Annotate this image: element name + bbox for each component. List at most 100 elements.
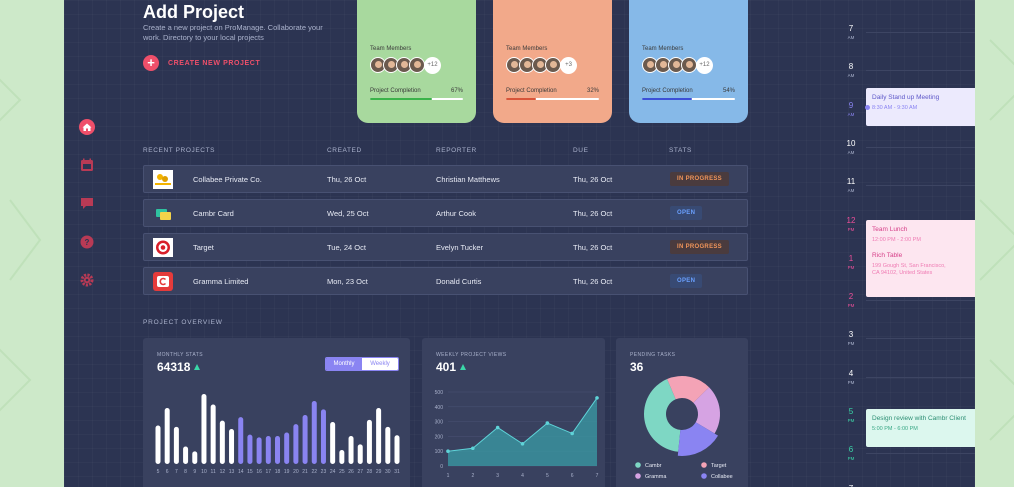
bar[interactable] bbox=[219, 420, 225, 464]
table-row[interactable]: Cambr Card Wed, 25 Oct Arthur Cook Thu, 26 … bbox=[143, 199, 748, 227]
x-tick-label: 8 bbox=[184, 469, 187, 475]
hour-meridiem: PM bbox=[847, 226, 855, 232]
create-project-button[interactable]: + CREATE NEW PROJECT bbox=[143, 55, 260, 71]
x-tick-label: 6 bbox=[166, 469, 169, 475]
bar[interactable] bbox=[348, 436, 354, 464]
gramma-logo bbox=[153, 272, 173, 291]
event-venue: Rich Table bbox=[872, 251, 903, 259]
status-badge: IN PROGRESS bbox=[670, 172, 729, 186]
page-subtitle: Create a new project on ProManage. Colla… bbox=[143, 23, 323, 42]
toggle-weekly[interactable]: Weekly bbox=[362, 358, 398, 370]
more-members-badge[interactable]: +12 bbox=[424, 56, 441, 74]
sidebar-item-calendar[interactable] bbox=[76, 154, 98, 176]
x-tick-label: 24 bbox=[330, 469, 336, 475]
avatar[interactable] bbox=[655, 57, 671, 73]
more-members-badge[interactable]: +3 bbox=[560, 56, 577, 74]
pie-slice[interactable] bbox=[667, 376, 710, 403]
x-tick-label: 4 bbox=[521, 473, 524, 479]
table-row[interactable]: Target Tue, 24 Oct Evelyn Tucker Thu, 26 Oc… bbox=[143, 233, 748, 261]
y-tick-label: 400 bbox=[435, 405, 444, 411]
bar[interactable] bbox=[201, 394, 207, 464]
more-members-badge[interactable]: +12 bbox=[696, 56, 713, 74]
data-point[interactable] bbox=[446, 449, 450, 453]
table-row[interactable]: Collabee Private Co. Thu, 26 Oct Christian… bbox=[143, 165, 748, 193]
bar[interactable] bbox=[394, 435, 400, 464]
created-date: Tue, 24 Oct bbox=[327, 243, 366, 252]
sidebar-item-home[interactable] bbox=[76, 116, 98, 138]
col-header-reporter: REPORTER bbox=[436, 147, 477, 154]
pie-slice[interactable] bbox=[677, 422, 719, 456]
pending-tasks-chart: Cambr Target Gramma Collabee bbox=[635, 376, 733, 480]
calendar-event[interactable]: Team Lunch 12:00 PM - 2:00 PM Rich Table 19… bbox=[866, 220, 975, 297]
project-card[interactable]: Team Members +12 Project Completion 54% bbox=[629, 0, 748, 123]
bar[interactable] bbox=[385, 426, 391, 464]
hour-meridiem: AM bbox=[847, 149, 855, 155]
bar[interactable] bbox=[183, 446, 189, 465]
bar[interactable] bbox=[256, 437, 262, 464]
x-tick-label: 23 bbox=[321, 469, 327, 475]
calendar-event[interactable]: Design review with Cambr Client 5:00 PM -… bbox=[866, 409, 975, 447]
data-point[interactable] bbox=[495, 425, 500, 430]
created-date: Thu, 26 Oct bbox=[327, 175, 367, 184]
data-point[interactable] bbox=[471, 446, 475, 451]
sidebar-item-settings[interactable] bbox=[76, 269, 98, 291]
project-name[interactable]: Cambr Card bbox=[193, 209, 234, 218]
bar[interactable] bbox=[210, 404, 216, 465]
trend-up-icon bbox=[194, 364, 201, 370]
create-project-label: CREATE NEW PROJECT bbox=[168, 59, 261, 67]
team-members-label: Team Members bbox=[642, 46, 684, 52]
x-tick-label: 5 bbox=[546, 473, 549, 479]
event-address: 199 Gough St, San Francisco, CA 94102, U… bbox=[872, 262, 946, 277]
bar[interactable] bbox=[339, 450, 345, 464]
toggle-monthly[interactable]: Monthly bbox=[326, 358, 362, 370]
avatar[interactable] bbox=[370, 57, 386, 73]
bar[interactable] bbox=[357, 444, 363, 464]
bar[interactable] bbox=[247, 434, 253, 464]
avatar[interactable] bbox=[545, 57, 561, 73]
bar[interactable] bbox=[284, 432, 290, 465]
bar[interactable] bbox=[376, 408, 382, 464]
project-card[interactable]: Team Members +3 Project Completion 32% bbox=[493, 0, 612, 123]
pie-slice[interactable] bbox=[693, 387, 720, 434]
bar[interactable] bbox=[302, 415, 308, 464]
project-card[interactable]: Team Members +12 Project Completion 67% bbox=[357, 0, 476, 123]
data-point[interactable] bbox=[520, 442, 525, 446]
hour-meridiem: AM bbox=[847, 73, 855, 79]
project-name[interactable]: Collabee Private Co. bbox=[193, 175, 262, 184]
collabee-logo bbox=[153, 170, 173, 189]
data-point[interactable] bbox=[570, 431, 574, 436]
data-point[interactable] bbox=[545, 421, 550, 425]
team-avatars: +12 bbox=[642, 56, 713, 74]
bar[interactable] bbox=[366, 419, 372, 464]
bar[interactable] bbox=[275, 436, 280, 464]
project-name[interactable]: Target bbox=[193, 243, 214, 252]
bar[interactable] bbox=[330, 422, 336, 464]
bar[interactable] bbox=[265, 436, 271, 464]
avatar[interactable] bbox=[681, 57, 697, 73]
x-tick-label: 22 bbox=[311, 469, 317, 475]
pie-slice[interactable] bbox=[644, 379, 681, 452]
bar[interactable] bbox=[164, 408, 170, 464]
bar[interactable] bbox=[320, 409, 326, 464]
period-toggle[interactable]: Monthly Weekly bbox=[325, 357, 399, 371]
calendar-event[interactable]: Daily Stand up Meeting 8:30 AM - 9:30 AM bbox=[866, 88, 975, 126]
hour-meridiem: PM bbox=[847, 341, 855, 347]
bar[interactable] bbox=[155, 425, 161, 465]
bar[interactable] bbox=[311, 401, 317, 464]
avatar[interactable] bbox=[409, 57, 425, 73]
legend-swatch bbox=[635, 462, 641, 468]
bar[interactable] bbox=[173, 426, 179, 464]
data-point[interactable] bbox=[595, 396, 599, 400]
sidebar-item-messages[interactable] bbox=[76, 192, 98, 214]
bar[interactable] bbox=[229, 429, 235, 464]
project-completion-value: 32% bbox=[586, 88, 599, 94]
x-tick-label: 26 bbox=[348, 469, 354, 475]
bar[interactable] bbox=[238, 417, 244, 464]
sidebar-item-help[interactable]: ? bbox=[76, 231, 98, 253]
bar[interactable] bbox=[192, 451, 198, 464]
bar[interactable] bbox=[293, 424, 299, 464]
pending-tasks-label: PENDING TASKS bbox=[630, 352, 676, 358]
table-row[interactable]: Gramma Limited Mon, 23 Oct Donald Curtis Th… bbox=[143, 267, 748, 295]
project-name[interactable]: Gramma Limited bbox=[193, 277, 249, 286]
hour-label: 12 PM bbox=[840, 216, 862, 232]
